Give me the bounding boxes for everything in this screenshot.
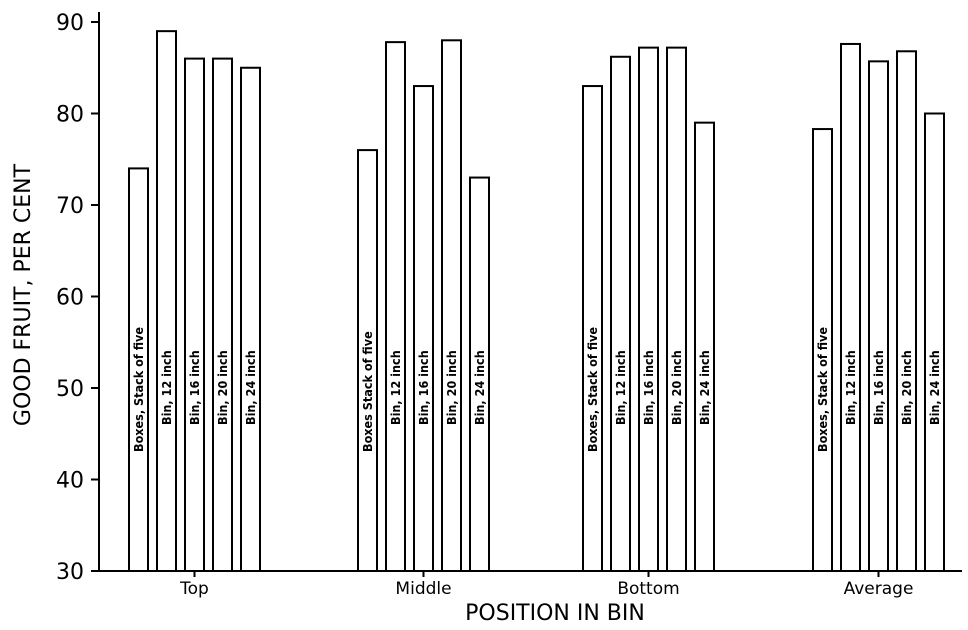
bar-label: Bin, 12 inch (613, 350, 628, 425)
bar-label: Boxes, Stack of five (815, 327, 830, 452)
y-axis-title: GOOD FRUIT, PER CENT (11, 163, 36, 426)
y-tick-label: 70 (56, 194, 84, 219)
bar-label: Bin, 20 inch (444, 350, 459, 425)
bar-label: Bin, 16 inch (871, 350, 886, 425)
x-axis-title: POSITION IN BIN (465, 601, 645, 626)
bar-middle-2 (385, 41, 406, 572)
bar-label: Bin, 24 inch (472, 350, 487, 425)
bar-label: Bin, 20 inch (669, 350, 684, 425)
category-labels: Top Middle Bottom Average (179, 571, 913, 599)
bar-bottom-5 (694, 121, 715, 573)
bar-top-3 (184, 57, 205, 573)
y-tick-label: 50 (56, 377, 84, 402)
bars: Boxes, Stack of five Bin, 12 inch Bin, 16 … (128, 30, 945, 573)
bar-top-5 (240, 66, 261, 572)
bar-top-1 (128, 167, 149, 572)
x-tick-label: Bottom (617, 579, 679, 599)
bar-bottom-2 (610, 55, 631, 572)
bar-middle-1 (357, 149, 378, 572)
y-tick-label: 80 (56, 103, 84, 128)
bar-label: Bin, 12 inch (843, 350, 858, 425)
bar-average-5 (924, 112, 945, 572)
y-tick-label: 40 (56, 469, 84, 494)
bar-label: Bin, 16 inch (187, 350, 202, 425)
bar-top-2 (156, 30, 177, 572)
bar-label: Boxes, Stack of five (131, 327, 146, 452)
bar-label: Bin, 12 inch (388, 350, 403, 425)
bar-average-4 (896, 50, 917, 572)
bar-label: Bin, 24 inch (927, 350, 942, 425)
y-tick-label: 30 (56, 560, 84, 585)
x-tick-label: Average (844, 579, 914, 599)
bar-average-3 (868, 60, 889, 572)
y-tick-label: 90 (56, 11, 84, 36)
bar-label: Bin, 24 inch (697, 350, 712, 425)
x-tick-label: Top (179, 579, 209, 599)
bar-label: Boxes, Stack of five (585, 327, 600, 452)
y-tick-labels: 30 40 50 60 70 80 90 (56, 11, 99, 585)
bar-bottom-3 (638, 46, 659, 573)
bar-label: Bin, 20 inch (899, 350, 914, 425)
y-tick-label: 60 (56, 286, 84, 311)
bar-label: Bin, 20 inch (215, 350, 230, 425)
bar-average-2 (840, 42, 861, 572)
bar-average-1 (812, 128, 833, 572)
bar-label: Bin, 16 inch (416, 350, 431, 425)
bar-bottom-1 (582, 85, 603, 573)
bar-middle-4 (441, 39, 462, 573)
bar-top-4 (212, 57, 233, 573)
bar-label: Boxes Stack of five (360, 331, 375, 452)
bar-label: Bin, 12 inch (159, 350, 174, 425)
bar-label: Bin, 16 inch (641, 350, 656, 425)
bar-label: Bin, 24 inch (243, 350, 258, 425)
x-tick-label: Middle (395, 579, 451, 599)
bar-middle-3 (413, 85, 434, 573)
bar-bottom-4 (666, 46, 687, 573)
bar-middle-5 (469, 176, 490, 573)
